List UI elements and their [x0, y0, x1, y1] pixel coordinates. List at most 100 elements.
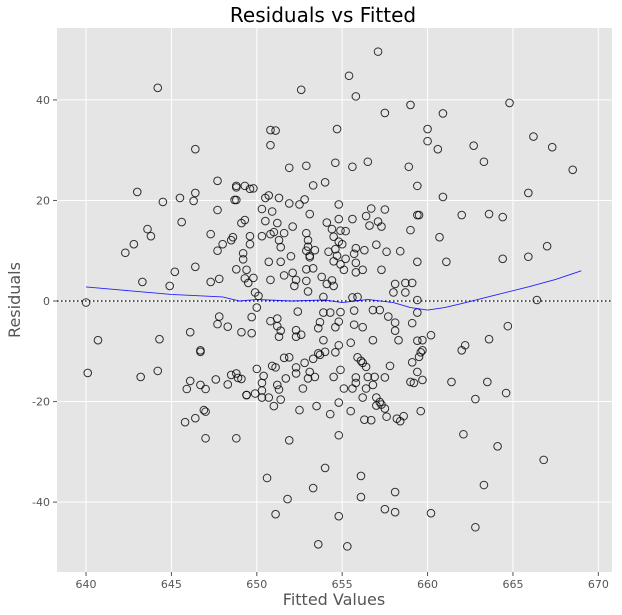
data-point: [153, 366, 163, 376]
data-point: [457, 345, 467, 355]
data-point: [269, 401, 279, 411]
data-point: [191, 413, 200, 423]
data-point: [438, 192, 448, 202]
data-point: [390, 487, 400, 497]
data-point: [329, 372, 338, 382]
data-point: [232, 265, 241, 274]
gridlines: [57, 28, 612, 572]
x-axis-ticks: 640 645 650 655 660 665 670: [76, 572, 609, 591]
data-point: [319, 308, 328, 317]
data-point: [170, 267, 180, 277]
data-point: [223, 380, 233, 389]
data-point: [414, 352, 424, 362]
data-point: [319, 292, 328, 302]
data-point: [288, 222, 297, 231]
data-point: [136, 372, 145, 382]
data-point: [401, 278, 410, 288]
data-point: [471, 394, 480, 404]
data-point: [257, 204, 267, 214]
data-point: [469, 141, 478, 150]
data-point: [375, 397, 385, 407]
data-point: [296, 330, 306, 339]
data-point: [320, 463, 330, 473]
data-point: [493, 442, 502, 451]
data-point: [331, 322, 340, 332]
data-point: [325, 308, 335, 317]
data-point: [349, 320, 359, 329]
data-point: [238, 254, 248, 264]
data-point: [368, 305, 378, 315]
data-point: [336, 307, 345, 317]
data-point: [213, 205, 222, 215]
data-point: [312, 401, 321, 411]
data-point: [274, 193, 284, 203]
data-point: [247, 328, 256, 338]
data-point: [542, 241, 552, 251]
data-point: [288, 268, 297, 278]
data-point: [191, 188, 200, 198]
data-point: [501, 388, 511, 398]
data-point: [385, 361, 395, 371]
data-point: [284, 163, 294, 173]
data-point: [344, 71, 354, 81]
data-point: [302, 161, 311, 171]
data-point: [303, 242, 313, 252]
data-point: [298, 384, 308, 393]
data-point: [483, 377, 492, 387]
data-point: [284, 435, 294, 445]
data-point: [274, 332, 284, 342]
data-point: [237, 374, 246, 384]
data-point: [238, 248, 248, 258]
data-point: [279, 353, 289, 363]
data-point: [213, 176, 222, 186]
data-point: [291, 363, 301, 372]
data-point: [271, 509, 280, 519]
data-point: [230, 195, 239, 205]
data-point: [257, 393, 267, 402]
data-point: [346, 406, 356, 416]
data-point: [413, 257, 422, 267]
data-point: [382, 247, 391, 257]
data-point: [407, 318, 417, 328]
data-point: [390, 326, 400, 335]
data-point: [257, 231, 267, 241]
data-point: [266, 275, 275, 285]
data-point: [296, 85, 306, 95]
data-point: [81, 298, 91, 307]
x-axis-label: Fitted Values: [283, 590, 385, 609]
data-point: [390, 279, 400, 289]
data-point: [373, 47, 383, 56]
data-point: [351, 373, 361, 382]
y-tick-label: 40: [36, 94, 50, 107]
data-point: [568, 165, 578, 175]
data-point: [351, 268, 361, 277]
data-point: [404, 162, 414, 172]
data-point: [295, 200, 304, 209]
data-point: [358, 393, 367, 402]
data-point: [361, 211, 371, 221]
data-point: [252, 303, 262, 312]
data-point: [356, 356, 366, 366]
x-tick-label: 655: [332, 578, 353, 591]
data-point: [196, 345, 205, 355]
data-point: [284, 353, 294, 362]
data-point: [529, 132, 538, 141]
data-point: [243, 278, 253, 288]
data-point: [414, 210, 424, 220]
data-point: [182, 384, 192, 394]
data-point: [423, 124, 432, 134]
data-point: [245, 239, 255, 249]
data-point: [245, 184, 255, 194]
data-point: [272, 380, 282, 390]
data-point: [361, 362, 371, 372]
data-point: [363, 372, 373, 382]
data-point: [305, 367, 315, 377]
data-point: [337, 239, 347, 249]
data-point: [351, 243, 361, 253]
data-point: [308, 181, 318, 190]
smooth-line: [85, 270, 582, 311]
data-point: [264, 191, 274, 200]
plot-area: [57, 28, 612, 572]
data-point: [365, 221, 374, 230]
data-point: [155, 334, 164, 344]
